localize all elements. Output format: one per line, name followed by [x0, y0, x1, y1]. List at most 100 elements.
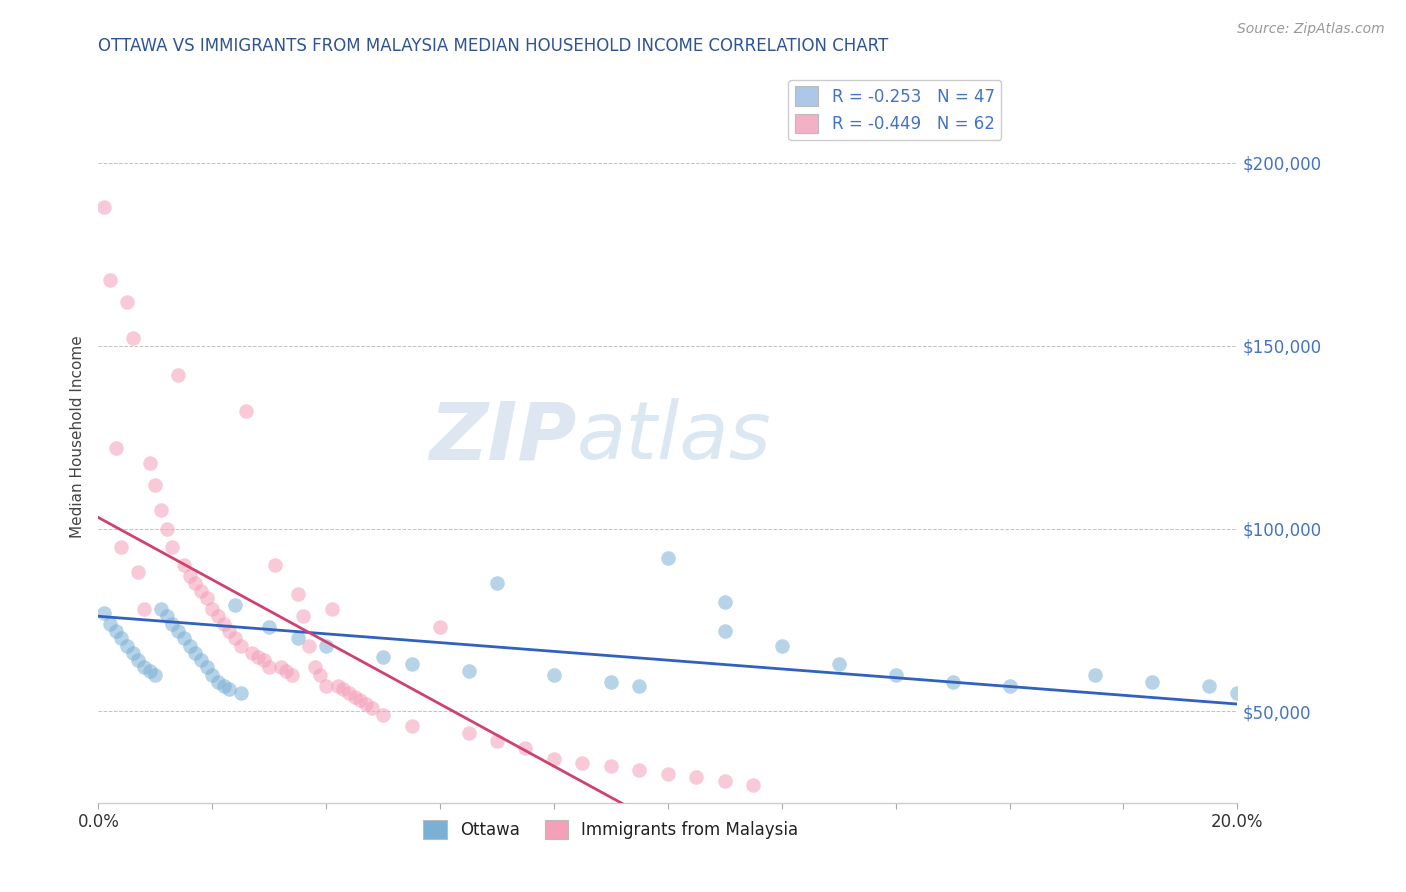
Point	[115, 294, 138, 309]
Point	[93, 200, 115, 214]
Point	[486, 576, 509, 591]
Point	[884, 667, 907, 681]
Point	[373, 708, 395, 723]
Point	[486, 733, 509, 747]
Point	[195, 660, 218, 674]
Point	[167, 624, 190, 638]
Point	[235, 404, 257, 418]
Point	[121, 646, 143, 660]
Point	[276, 664, 298, 678]
Point	[184, 576, 207, 591]
Point	[224, 599, 246, 613]
Point	[115, 639, 138, 653]
Point	[138, 456, 160, 470]
Point	[110, 632, 132, 646]
Point	[212, 616, 235, 631]
Point	[315, 679, 337, 693]
Point	[229, 686, 252, 700]
Point	[201, 602, 224, 616]
Point	[600, 675, 623, 690]
Point	[281, 667, 304, 681]
Point	[179, 639, 201, 653]
Point	[354, 697, 377, 711]
Point	[321, 602, 343, 616]
Point	[714, 624, 737, 638]
Point	[343, 690, 366, 704]
Point	[156, 521, 179, 535]
Y-axis label: Median Household Income: Median Household Income	[69, 335, 84, 539]
Point	[104, 441, 127, 455]
Point	[457, 726, 479, 740]
Point	[246, 649, 269, 664]
Point	[515, 740, 537, 755]
Point	[657, 550, 679, 565]
Point	[98, 273, 121, 287]
Point	[657, 766, 679, 780]
Point	[315, 639, 337, 653]
Point	[309, 667, 332, 681]
Point	[132, 602, 155, 616]
Point	[179, 569, 201, 583]
Point	[1226, 686, 1249, 700]
Point	[828, 657, 851, 671]
Point	[742, 778, 765, 792]
Point	[1084, 667, 1107, 681]
Point	[571, 756, 593, 770]
Point	[156, 609, 179, 624]
Point	[270, 660, 292, 674]
Point	[252, 653, 274, 667]
Point	[457, 664, 479, 678]
Point	[150, 602, 173, 616]
Point	[360, 700, 382, 714]
Point	[685, 770, 707, 784]
Point	[195, 591, 218, 605]
Point	[173, 632, 195, 646]
Text: atlas: atlas	[576, 398, 772, 476]
Text: Source: ZipAtlas.com: Source: ZipAtlas.com	[1237, 22, 1385, 37]
Point	[292, 609, 315, 624]
Point	[127, 653, 149, 667]
Point	[401, 719, 423, 733]
Point	[600, 759, 623, 773]
Point	[162, 540, 184, 554]
Point	[190, 653, 212, 667]
Point	[1198, 679, 1220, 693]
Point	[259, 660, 281, 674]
Point	[429, 620, 451, 634]
Text: OTTAWA VS IMMIGRANTS FROM MALAYSIA MEDIAN HOUSEHOLD INCOME CORRELATION CHART: OTTAWA VS IMMIGRANTS FROM MALAYSIA MEDIA…	[98, 37, 889, 54]
Point	[543, 667, 565, 681]
Point	[127, 566, 149, 580]
Point	[287, 632, 309, 646]
Point	[167, 368, 190, 382]
Point	[401, 657, 423, 671]
Point	[229, 639, 252, 653]
Point	[207, 609, 229, 624]
Point	[207, 675, 229, 690]
Point	[240, 646, 263, 660]
Point	[628, 763, 651, 777]
Point	[998, 679, 1021, 693]
Point	[201, 667, 224, 681]
Point	[98, 616, 121, 631]
Point	[138, 664, 160, 678]
Point	[298, 639, 321, 653]
Point	[373, 649, 395, 664]
Point	[304, 660, 326, 674]
Legend: Ottawa, Immigrants from Malaysia: Ottawa, Immigrants from Malaysia	[416, 814, 806, 846]
Point	[942, 675, 965, 690]
Point	[259, 620, 281, 634]
Point	[190, 583, 212, 598]
Point	[714, 773, 737, 788]
Point	[150, 503, 173, 517]
Point	[224, 632, 246, 646]
Point	[264, 558, 287, 573]
Point	[110, 540, 132, 554]
Point	[337, 686, 360, 700]
Point	[145, 667, 167, 681]
Point	[104, 624, 127, 638]
Point	[145, 477, 167, 491]
Point	[326, 679, 349, 693]
Point	[184, 646, 207, 660]
Point	[218, 624, 240, 638]
Point	[162, 616, 184, 631]
